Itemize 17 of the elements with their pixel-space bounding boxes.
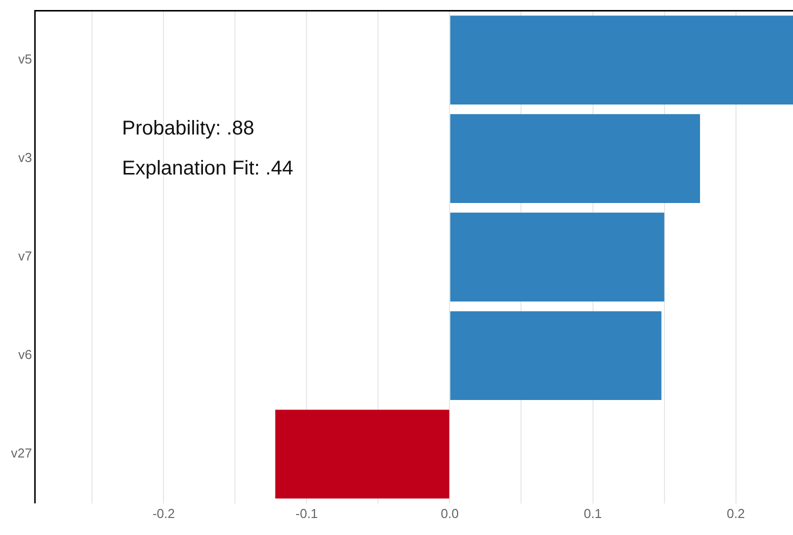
bar [450, 16, 793, 104]
bar [275, 410, 450, 499]
y-tick-label: v6 [18, 347, 32, 362]
x-tick-label: -0.1 [296, 506, 318, 521]
bar [450, 212, 664, 302]
y-tick-label: v7 [18, 248, 32, 264]
x-tick-label: 0.0 [440, 506, 459, 521]
bar [450, 114, 700, 203]
y-tick-label: v27 [10, 446, 32, 461]
x-tick-label: 0.2 [726, 506, 745, 521]
bar [450, 311, 662, 400]
y-tick-label: v5 [18, 52, 32, 67]
annotation: Probability: .88 [122, 118, 254, 140]
x-tick-label: -0.2 [152, 506, 175, 521]
y-tick-label: v3 [18, 150, 32, 166]
x-tick-label: 0.1 [584, 506, 602, 521]
annotation: Explanation Fit: .44 [122, 158, 294, 180]
